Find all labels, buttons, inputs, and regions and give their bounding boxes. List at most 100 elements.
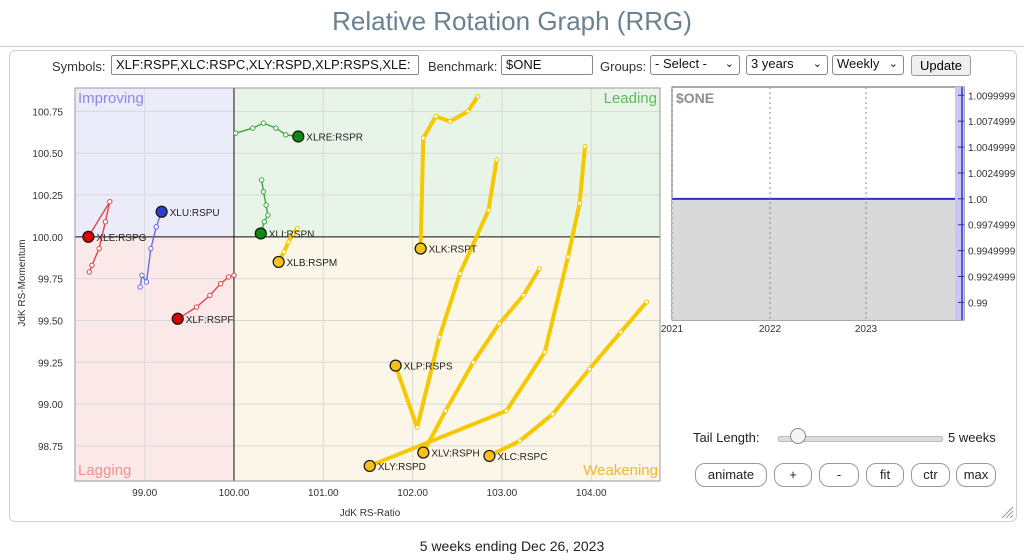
series-label-xlb-rspm: XLB:RSPM: [287, 258, 338, 269]
tail-line-xlc-rspc: [487, 300, 649, 458]
tail-point-xlf-rspf: [207, 292, 213, 299]
y-tick-label: 100.50: [32, 149, 63, 160]
y-axis-label: JdK RS-Momentum: [17, 239, 28, 326]
series-label-xly-rspd: XLY:RSPD: [378, 462, 426, 473]
tail-point-xlre-rspr: [283, 132, 289, 138]
current-point-xlc-rspc[interactable]: [483, 449, 496, 463]
tail-point-xlre-rspr: [273, 125, 279, 131]
tail-point-xle-rspg: [96, 245, 102, 252]
tail-point-xlp-rsps: [457, 271, 463, 277]
current-point-xli-rspn[interactable]: [254, 227, 267, 240]
y-tick-label: 99.00: [38, 400, 63, 411]
tail-length-value: 5 weeks: [948, 430, 996, 445]
quadrant-weakening: [233, 236, 660, 481]
tail-point-xlk-rspt: [465, 108, 471, 114]
frequency-select[interactable]: Weekly ⌄: [832, 55, 904, 75]
tail-point-xlc-rspc: [618, 329, 624, 335]
groups-select[interactable]: - Select - ⌄: [650, 55, 740, 75]
tail-point-xli-rspn: [265, 212, 271, 218]
page-header: Relative Rotation Graph (RRG): [0, 0, 1024, 47]
tail-point-xlc-rspc: [517, 438, 523, 444]
tail-point-xlv-rsph: [520, 292, 526, 298]
x-tick-label: 101.00: [308, 488, 339, 499]
zoom-out-button[interactable]: -: [819, 463, 859, 487]
tail-point-xli-rspn: [263, 202, 269, 208]
tail-point-xlf-rspf: [217, 280, 224, 287]
series-label-xlf-rspf: XLF:RSPF: [186, 315, 234, 326]
tail-point-xlb-rspm: [294, 225, 300, 231]
series-label-xlu-rspu: XLU:RSPU: [170, 208, 220, 219]
tail-point-xly-rspd: [577, 200, 583, 206]
current-point-xly-rspd[interactable]: [363, 459, 376, 473]
chevron-down-icon: ⌄: [812, 58, 822, 70]
quadrant-label-weakening: Weakening: [583, 462, 658, 479]
resize-grip-icon[interactable]: [1000, 505, 1014, 519]
tail-point-xle-rspg: [102, 219, 109, 225]
maximize-button[interactable]: max: [956, 463, 996, 487]
current-point-xlb-rspm[interactable]: [272, 255, 285, 269]
quadrant-label-lagging: Lagging: [78, 462, 131, 479]
update-button[interactable]: Update: [911, 55, 971, 76]
tail-point-xly-rspd: [542, 349, 548, 355]
x-axis-label: JdK RS-Ratio: [340, 508, 401, 519]
series-label-xlre-rspr: XLRE:RSPR: [306, 132, 363, 143]
tail-point-xlu-rspu: [143, 279, 150, 285]
plot-frame: [74, 87, 661, 482]
page-title: Relative Rotation Graph (RRG): [332, 6, 692, 36]
chevron-down-icon: ⌄: [724, 58, 734, 70]
animate-button[interactable]: animate: [695, 463, 767, 487]
series-label-xlk-rspt: XLK:RSPT: [429, 245, 477, 256]
tail-point-xlp-rsps: [436, 334, 442, 340]
current-point-xlf-rspf[interactable]: [171, 312, 184, 325]
tail-line-xlk-rspt: [418, 94, 480, 251]
fit-button[interactable]: fit: [866, 463, 904, 487]
groups-label: Groups:: [600, 59, 647, 74]
tail-length-slider-track[interactable]: [778, 436, 943, 442]
y-tick-label: 100.00: [32, 233, 63, 244]
current-point-xlp-rsps[interactable]: [389, 359, 402, 372]
benchmark-input[interactable]: $ONE: [501, 55, 593, 75]
tail-point-xli-rspn: [260, 188, 267, 195]
y-tick-label: 100.75: [32, 107, 63, 118]
tail-point-xlu-rspu: [139, 272, 145, 279]
quadrant-lagging: [75, 236, 234, 481]
tail-point-xle-rspg: [107, 199, 113, 205]
tail-point-xlu-rspu: [148, 245, 154, 252]
tail-point-xlb-rspm: [290, 230, 296, 236]
center-button[interactable]: ctr: [911, 463, 950, 487]
chevron-down-icon: ⌄: [888, 58, 898, 70]
series-label-xlc-rspc: XLC:RSPC: [497, 452, 547, 463]
y-tick-label: 99.50: [38, 316, 63, 327]
zoom-in-button[interactable]: +: [774, 463, 812, 487]
x-tick-label: 103.00: [487, 488, 518, 499]
tail-point-xly-rspd: [582, 144, 588, 150]
symbols-input[interactable]: XLF:RSPF,XLC:RSPC,XLY:RSPD,XLP:RSPS,XLE:: [111, 55, 419, 75]
tail-point-xlu-rspu: [137, 284, 143, 290]
current-point-xlre-rspr[interactable]: [292, 130, 305, 143]
period-select[interactable]: 3 years ⌄: [746, 55, 828, 75]
tail-length-slider-handle[interactable]: [790, 428, 806, 444]
x-tick-label: 102.00: [397, 488, 428, 499]
tail-point-xlv-rsph: [496, 321, 502, 327]
quadrant-leading: [233, 88, 660, 237]
benchmark-label: Benchmark:: [428, 59, 498, 74]
tail-point-xlu-rspu: [153, 224, 159, 230]
series-label-xle-rspg: XLE:RSPG: [96, 233, 146, 244]
y-tick-label: 100.25: [32, 191, 63, 202]
groups-select-value: - Select -: [655, 56, 708, 71]
tail-point-xlk-rspt: [475, 93, 481, 99]
current-point-xlk-rspt[interactable]: [414, 242, 427, 255]
tail-point-xlk-rspt: [447, 118, 453, 124]
tail-point-xlv-rsph: [470, 359, 476, 365]
current-point-xle-rspg[interactable]: [82, 230, 95, 243]
frequency-select-value: Weekly: [837, 56, 880, 71]
tail-point-xlre-rspr: [250, 125, 256, 131]
x-tick-label: 104.00: [576, 488, 607, 499]
current-point-xlu-rspu[interactable]: [155, 205, 168, 218]
tail-line-xlp-rsps: [393, 157, 499, 430]
current-point-xlv-rsph[interactable]: [417, 446, 430, 459]
series-label-xlp-rsps: XLP:RSPS: [404, 362, 453, 373]
quadrant-improving: [75, 88, 234, 237]
tail-point-xlk-rspt: [420, 135, 426, 141]
